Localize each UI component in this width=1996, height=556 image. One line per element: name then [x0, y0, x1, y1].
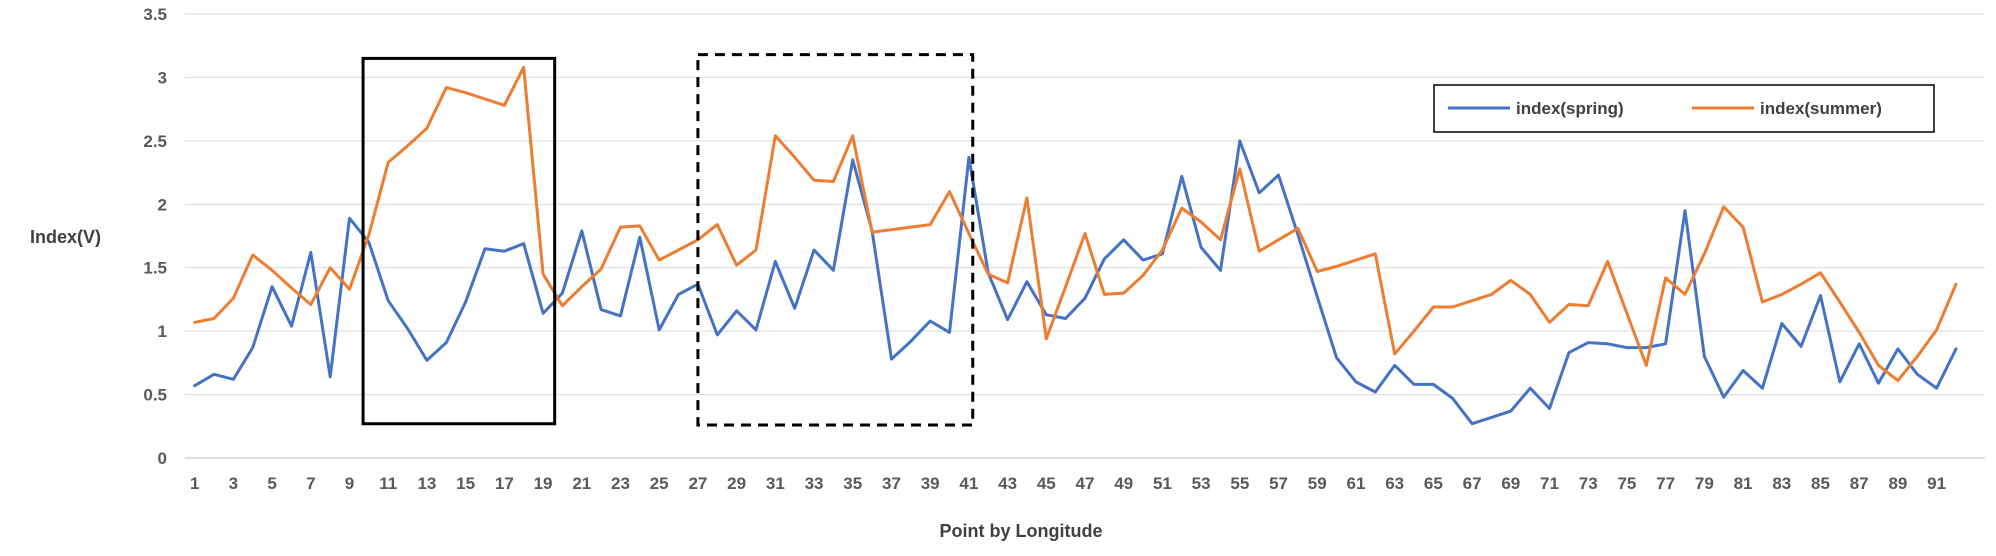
y-tick-label: 2.5	[143, 132, 167, 151]
y-tick-label: 1	[158, 322, 167, 341]
x-tick-label: 43	[998, 474, 1017, 493]
x-tick-label: 77	[1656, 474, 1675, 493]
x-tick-label: 19	[534, 474, 553, 493]
x-tick-label: 55	[1230, 474, 1249, 493]
series-line-spring	[193, 139, 1958, 426]
x-axis-title: Point by Longitude	[940, 521, 1103, 541]
y-axis-ticks: 0 0.5 1 1.5 2 2.5 3 3.5	[143, 5, 167, 468]
x-tick-label: 39	[921, 474, 940, 493]
x-tick-label: 61	[1347, 474, 1366, 493]
x-tick-label: 91	[1927, 474, 1946, 493]
x-tick-label: 33	[805, 474, 824, 493]
y-tick-label: 3.5	[143, 5, 167, 24]
solid-highlight-box	[361, 56, 557, 426]
x-tick-label: 21	[572, 474, 591, 493]
x-tick-label: 29	[727, 474, 746, 493]
x-tick-label: 53	[1192, 474, 1211, 493]
x-axis-ticks: 1 3 5 7 9 11 13 15 17 19 21 23 25 27 29 31 33 35 37 39 41 43 4…	[190, 474, 1946, 493]
x-tick-label: 73	[1579, 474, 1598, 493]
x-tick-label: 87	[1850, 474, 1869, 493]
y-tick-label: 1.5	[143, 259, 167, 278]
x-tick-label: 1	[190, 474, 199, 493]
dashed-highlight-box	[696, 53, 975, 427]
x-tick-label: 23	[611, 474, 630, 493]
y-axis-title: Index(V)	[30, 227, 101, 247]
x-tick-label: 63	[1385, 474, 1404, 493]
x-tick-label: 51	[1153, 474, 1172, 493]
x-tick-label: 3	[229, 474, 238, 493]
x-tick-label: 57	[1269, 474, 1288, 493]
x-tick-label: 49	[1114, 474, 1133, 493]
series-lines	[193, 65, 1958, 426]
x-tick-label: 71	[1540, 474, 1559, 493]
x-tick-label: 85	[1811, 474, 1830, 493]
x-tick-label: 79	[1695, 474, 1714, 493]
x-tick-label: 13	[417, 474, 436, 493]
x-tick-label: 37	[882, 474, 901, 493]
legend: index(spring) index(summer)	[1433, 84, 1935, 133]
x-tick-label: 41	[959, 474, 978, 493]
x-tick-label: 7	[306, 474, 315, 493]
x-tick-label: 17	[495, 474, 514, 493]
x-tick-label: 11	[379, 474, 397, 493]
y-tick-label: 3	[158, 68, 167, 87]
x-tick-label: 67	[1463, 474, 1482, 493]
series-line-summer	[193, 65, 1958, 383]
x-tick-label: 65	[1424, 474, 1443, 493]
y-tick-label: 2	[158, 195, 167, 214]
x-tick-label: 15	[456, 474, 475, 493]
x-tick-label: 9	[345, 474, 354, 493]
y-tick-label: 0	[158, 449, 167, 468]
x-tick-label: 27	[688, 474, 707, 493]
x-tick-label: 31	[766, 474, 785, 493]
x-tick-label: 5	[267, 474, 276, 493]
gridlines	[185, 13, 1985, 396]
x-tick-label: 81	[1734, 474, 1753, 493]
x-tick-label: 25	[650, 474, 669, 493]
x-tick-label: 45	[1037, 474, 1056, 493]
x-tick-label: 47	[1076, 474, 1095, 493]
x-tick-label: 69	[1501, 474, 1520, 493]
y-tick-label: 0.5	[143, 386, 167, 405]
x-tick-label: 89	[1888, 474, 1907, 493]
legend-frame	[1433, 84, 1935, 133]
annotation-boxes	[361, 53, 975, 427]
x-tick-label: 35	[843, 474, 862, 493]
x-tick-label: 59	[1308, 474, 1327, 493]
legend-label-summer: index(summer)	[1760, 99, 1882, 118]
x-tick-label: 83	[1772, 474, 1791, 493]
legend-label-spring: index(spring)	[1516, 99, 1624, 118]
x-tick-label: 75	[1617, 474, 1636, 493]
